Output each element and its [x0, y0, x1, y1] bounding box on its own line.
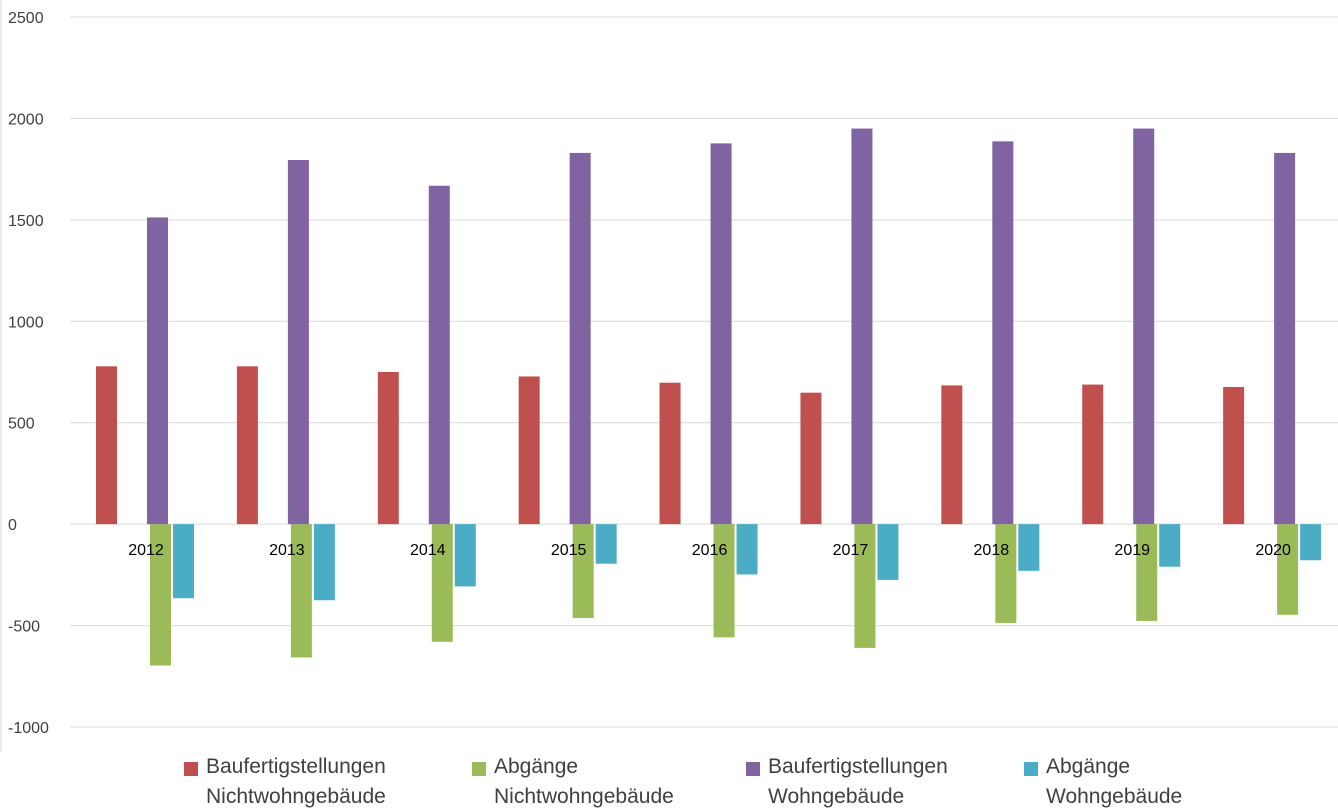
x-tick-label: 2014 — [410, 542, 446, 559]
bar-2017-series-1 — [854, 524, 876, 648]
bar-2020-series-1 — [1277, 524, 1299, 615]
bar-2018-series-1 — [995, 524, 1017, 623]
bar-2019-series-2 — [1133, 128, 1155, 525]
bar-2014-series-3 — [454, 524, 476, 587]
bar-2014-series-0 — [377, 372, 399, 525]
bar-2017-series-2 — [851, 128, 873, 525]
legend-item-baufertigstellungen-nichtwohngebaeude: Baufertigstellungen Nichtwohngebäude — [184, 752, 386, 812]
bar-2018-series-3 — [1018, 524, 1040, 571]
x-tick-label: 2017 — [833, 542, 869, 559]
bar-2019-series-3 — [1159, 524, 1181, 567]
legend-swatch — [1024, 762, 1038, 776]
legend-label: Abgänge Nichtwohngebäude — [494, 755, 674, 808]
y-tick-label: 1000 — [8, 314, 44, 331]
bar-2012-series-3 — [173, 524, 194, 599]
bar-2016-series-0 — [659, 382, 681, 525]
bar-2013-series-1 — [290, 524, 312, 658]
bar-2012-series-1 — [150, 524, 171, 666]
bar-2015-series-0 — [518, 376, 540, 525]
bar-2019-series-0 — [1082, 384, 1104, 525]
bar-2015-series-1 — [572, 524, 594, 619]
bar-chart: -1000 -500 0 500 1000 1500 2000 2500 2012 2013 201… — [0, 0, 1338, 752]
x-tick-label: 2016 — [692, 542, 728, 559]
bar-2018-series-2 — [992, 141, 1014, 525]
bar-2013-series-2 — [287, 160, 309, 525]
bar-2016-series-3 — [736, 524, 758, 575]
legend-label: Abgänge Wohngebäude — [1046, 755, 1183, 808]
bar-2020-series-2 — [1274, 152, 1296, 525]
bar-2020-series-0 — [1223, 387, 1245, 525]
y-tick-label: -500 — [8, 619, 40, 636]
bar-2013-series-0 — [236, 366, 258, 525]
legend-item-abgaenge-wohngebaeude: Abgänge Wohngebäude — [1024, 752, 1182, 812]
bar-2018-series-0 — [941, 385, 963, 525]
bar-2016-series-1 — [713, 524, 735, 638]
bar-2020-series-3 — [1300, 524, 1322, 561]
bar-2012-series-0 — [96, 366, 117, 525]
legend-item-abgaenge-nichtwohngebaeude: Abgänge Nichtwohngebäude — [472, 752, 674, 812]
bar-2015-series-3 — [595, 524, 617, 564]
bar-2014-series-1 — [431, 524, 453, 642]
y-tick-label: 1500 — [8, 213, 44, 230]
bar-2017-series-0 — [800, 392, 822, 525]
x-tick-label: 2020 — [1255, 542, 1291, 559]
bar-2015-series-2 — [569, 152, 591, 525]
legend: Baufertigstellungen Nichtwohngebäude Abg… — [0, 752, 1338, 812]
bar-2013-series-3 — [313, 524, 335, 601]
legend-swatch — [472, 762, 486, 776]
bar-2014-series-2 — [428, 185, 450, 525]
legend-swatch — [184, 762, 198, 776]
legend-swatch — [746, 762, 760, 776]
y-tick-label: 2000 — [8, 111, 44, 128]
y-tick-label: 0 — [8, 517, 17, 534]
y-tick-label: 2500 — [8, 10, 44, 27]
x-tick-label: 2019 — [1114, 542, 1150, 559]
legend-item-baufertigstellungen-wohngebaeude: Baufertigstellungen Wohngebäude — [746, 752, 948, 812]
x-tick-label: 2012 — [128, 542, 164, 559]
x-tick-label: 2018 — [974, 542, 1010, 559]
x-tick-label: 2013 — [269, 542, 305, 559]
y-tick-label: -1000 — [8, 720, 49, 737]
bar-2016-series-2 — [710, 143, 732, 525]
bar-2012-series-2 — [147, 217, 168, 525]
bar-2017-series-3 — [877, 524, 899, 580]
legend-label: Baufertigstellungen Nichtwohngebäude — [206, 755, 386, 808]
legend-label: Baufertigstellungen Wohngebäude — [768, 755, 948, 808]
bar-2019-series-1 — [1136, 524, 1158, 621]
y-tick-label: 500 — [8, 416, 35, 433]
x-tick-label: 2015 — [551, 542, 587, 559]
